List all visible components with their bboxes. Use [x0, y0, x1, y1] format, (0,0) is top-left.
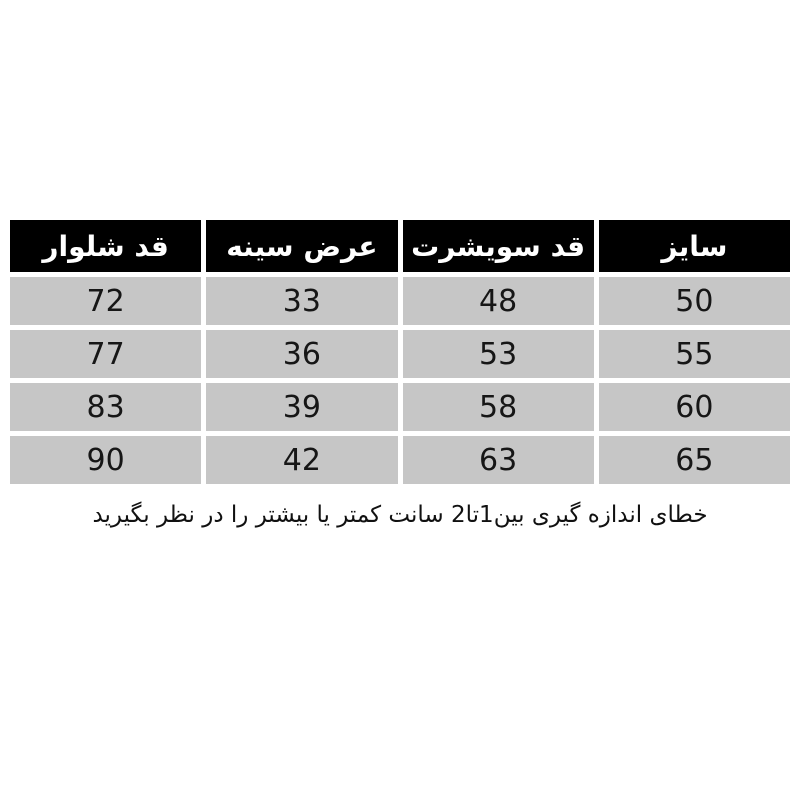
table-cell: 36	[206, 330, 398, 378]
table-row: 50 48 33 72	[10, 277, 790, 325]
column-header-sweatshirt-length: قد سویشرت	[402, 220, 594, 272]
size-chart-table: سایز قد سویشرت عرض سینه قد شلوار 50 48 3…	[5, 215, 795, 489]
table-cell: 48	[402, 277, 594, 325]
table-cell: 63	[402, 436, 594, 484]
column-header-size: سایز	[598, 220, 790, 272]
measurement-tolerance-note: خطای اندازه گیری بین1تا2 سانت کمتر یا بی…	[92, 502, 708, 528]
table-cell: 72	[10, 277, 202, 325]
table-cell: 83	[10, 383, 202, 431]
table-cell: 55	[598, 330, 790, 378]
table-row: 60 58 39 83	[10, 383, 790, 431]
table-cell: 77	[10, 330, 202, 378]
table-cell: 60	[598, 383, 790, 431]
table-cell: 42	[206, 436, 398, 484]
column-header-pants-length: قد شلوار	[10, 220, 202, 272]
size-chart-body: 50 48 33 72 55 53 36 77 60 58 39 83 65 6…	[10, 277, 790, 484]
table-cell: 65	[598, 436, 790, 484]
table-cell: 58	[402, 383, 594, 431]
table-row: 65 63 42 90	[10, 436, 790, 484]
table-row: 55 53 36 77	[10, 330, 790, 378]
table-cell: 39	[206, 383, 398, 431]
table-cell: 50	[598, 277, 790, 325]
size-chart-header-row: سایز قد سویشرت عرض سینه قد شلوار	[10, 220, 790, 272]
column-header-chest-width: عرض سینه	[206, 220, 398, 272]
table-cell: 33	[206, 277, 398, 325]
table-cell: 53	[402, 330, 594, 378]
table-cell: 90	[10, 436, 202, 484]
